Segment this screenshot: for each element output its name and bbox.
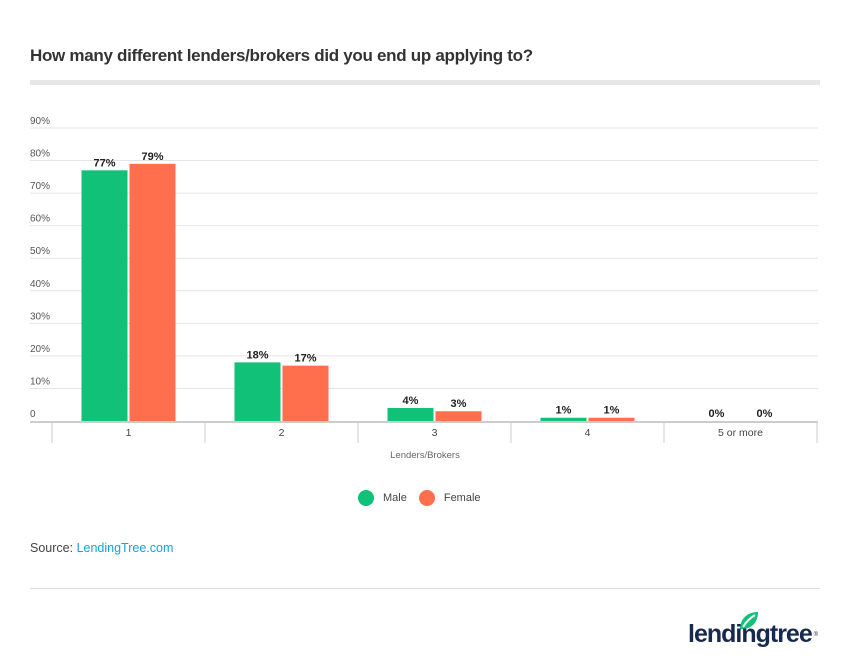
y-tick-label: 10% (30, 376, 50, 387)
bar-male[interactable] (234, 362, 281, 421)
logo-wordmark: lendingtree (688, 620, 813, 648)
footer-divider (30, 588, 820, 589)
data-label: 4% (403, 395, 419, 407)
y-tick-label: 40% (30, 279, 50, 290)
y-axis-ticks: 0 10% 20% 30% 40% 50% 60% 70% 80% 90% (30, 116, 50, 420)
x-axis-title: Lenders/Brokers (390, 450, 460, 461)
source-line: Source: LendingTree.com (30, 541, 173, 555)
y-tick-label: 80% (30, 149, 50, 160)
source-prefix: Source: (30, 541, 77, 555)
legend-swatch-female (418, 490, 435, 506)
data-label: 1% (604, 405, 620, 417)
data-label: 1% (556, 405, 572, 417)
legend: Male Female (358, 490, 493, 506)
x-tick-label: 4 (585, 427, 591, 439)
bar-male[interactable] (387, 407, 434, 421)
bar-female[interactable] (129, 163, 176, 422)
y-tick-label: 30% (30, 311, 50, 322)
bars: 77% 79% 18% 17% 4% 3% 1% 1% 0% 0% (81, 151, 773, 422)
bar-female[interactable] (282, 365, 329, 421)
data-label: 3% (451, 398, 467, 410)
bar-male[interactable] (540, 417, 587, 421)
data-label: 79% (141, 151, 163, 163)
bar-female[interactable] (588, 417, 635, 421)
legend-label-female: Female (443, 492, 481, 504)
legend-item-male[interactable]: Male (358, 490, 407, 506)
x-axis: 1 2 3 4 5 or more (30, 421, 818, 443)
y-tick-label: 20% (30, 344, 50, 355)
x-tick-label: 5 or more (718, 427, 763, 439)
x-tick-label: 3 (432, 427, 438, 439)
y-tick-label: 0 (30, 409, 36, 420)
title-divider (30, 80, 820, 85)
data-label: 17% (294, 353, 316, 365)
chart-title: How many different lenders/brokers did y… (30, 46, 533, 65)
y-tick-label: 90% (30, 116, 50, 127)
bar-chart: 010%20%30%40%50%60%70%80%90% 77%79%18% 17… (30, 116, 818, 461)
data-label: 0% (709, 408, 725, 420)
registered-mark: ® (813, 632, 818, 638)
bar-female[interactable] (435, 411, 482, 421)
y-tick-label: 60% (30, 214, 50, 225)
bar-male[interactable] (81, 170, 128, 421)
legend-swatch-male (358, 490, 374, 506)
y-tick-label: 70% (30, 181, 50, 192)
y-tick-label: 50% (30, 246, 50, 257)
legend-item-female[interactable]: Female (418, 490, 481, 506)
data-label: 77% (93, 157, 115, 169)
x-tick-label: 1 (126, 427, 132, 439)
leaf-icon (740, 612, 758, 630)
data-label: 0% (757, 408, 773, 420)
source-link[interactable]: LendingTree.com (76, 541, 174, 555)
legend-label-male: Male (383, 492, 407, 504)
data-label: 18% (246, 349, 268, 361)
lendingtree-logo[interactable]: lendingtree ® (688, 610, 820, 650)
x-tick-label: 2 (279, 427, 285, 439)
